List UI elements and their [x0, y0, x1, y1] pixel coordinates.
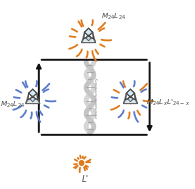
- Circle shape: [79, 161, 84, 165]
- Polygon shape: [86, 35, 91, 41]
- Polygon shape: [26, 97, 40, 104]
- Polygon shape: [123, 100, 137, 104]
- Text: mechanochemistry: mechanochemistry: [95, 76, 99, 118]
- Text: M$_{24}$L$_{x}$L'$_{24-x}$: M$_{24}$L$_{x}$L'$_{24-x}$: [146, 98, 190, 108]
- Polygon shape: [123, 97, 137, 104]
- Text: M$_{24}$L$_{24}$: M$_{24}$L$_{24}$: [0, 100, 26, 110]
- Polygon shape: [82, 32, 84, 43]
- Text: L': L': [82, 175, 89, 184]
- Polygon shape: [82, 39, 96, 43]
- Polygon shape: [123, 93, 126, 104]
- Polygon shape: [37, 93, 40, 104]
- Polygon shape: [93, 32, 96, 43]
- Polygon shape: [128, 96, 133, 102]
- Text: M$_{24}$L$_{24}$: M$_{24}$L$_{24}$: [101, 12, 126, 22]
- Polygon shape: [26, 100, 40, 104]
- Polygon shape: [26, 93, 29, 104]
- Polygon shape: [84, 28, 93, 36]
- Polygon shape: [29, 89, 37, 97]
- Polygon shape: [126, 89, 135, 97]
- Polygon shape: [135, 93, 137, 104]
- Polygon shape: [82, 36, 96, 43]
- Polygon shape: [30, 96, 35, 102]
